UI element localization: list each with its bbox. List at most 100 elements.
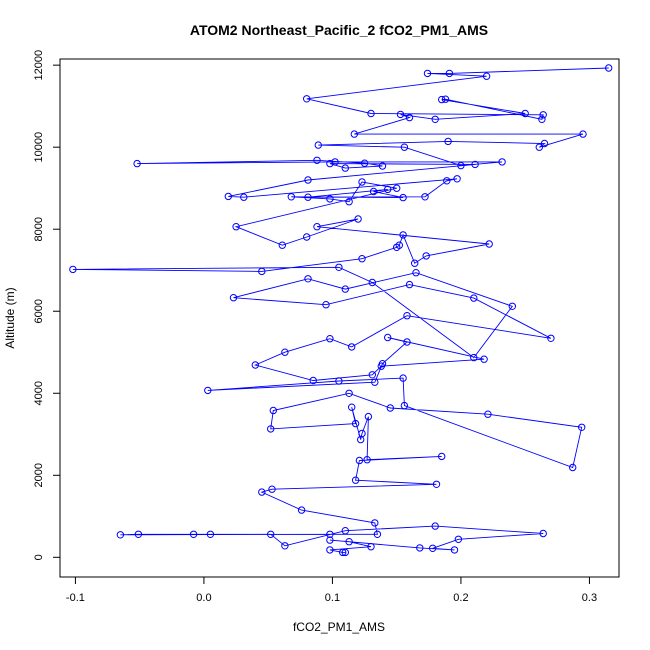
data-point (364, 412, 373, 421)
data-point (405, 280, 414, 289)
data-point (371, 378, 379, 386)
data-point (539, 111, 547, 119)
series-layer (69, 64, 613, 557)
data-point (421, 193, 429, 201)
data-point (357, 435, 365, 444)
data-point (331, 158, 339, 166)
data-point (368, 371, 376, 379)
data-point (369, 187, 378, 196)
x-tick-label: 0.2 (453, 592, 468, 604)
data-point (431, 115, 439, 124)
data-point (535, 143, 543, 151)
data-point (303, 233, 311, 241)
data-point (206, 530, 215, 538)
data-point (348, 403, 356, 411)
data-point (498, 158, 506, 166)
data-point (431, 522, 439, 530)
data-point (412, 269, 420, 277)
data-point (335, 377, 343, 385)
data-point (470, 353, 478, 362)
data-point (399, 193, 407, 202)
data-point (569, 463, 577, 472)
data-point (377, 362, 385, 370)
x-tick-label: 0.3 (582, 592, 597, 604)
data-point (339, 548, 347, 557)
data-point (405, 113, 414, 122)
data-point (432, 480, 441, 488)
data-point (297, 506, 306, 514)
data-point (454, 535, 463, 543)
data-point (393, 184, 401, 192)
data-point (229, 294, 238, 302)
data-point (399, 374, 407, 382)
data-point (384, 333, 392, 342)
x-tick-label: 0.1 (325, 592, 340, 604)
data-point (399, 231, 407, 239)
data-point (313, 223, 321, 231)
data-point (416, 544, 424, 552)
data-point (351, 419, 360, 428)
data-point (355, 456, 364, 465)
data-point (438, 95, 446, 104)
y-tick-label: 0 (33, 554, 45, 560)
data-point (371, 519, 379, 527)
data-point (422, 252, 430, 260)
data-point (341, 527, 349, 535)
data-point (341, 548, 349, 557)
data-point (304, 193, 312, 201)
data-point (400, 401, 409, 410)
data-point (224, 192, 233, 201)
data-point (429, 544, 437, 552)
data-point (578, 423, 586, 431)
data-point (351, 476, 360, 484)
data-point (281, 348, 289, 356)
data-point (313, 156, 321, 165)
data-point (278, 241, 286, 249)
data-point (403, 312, 411, 320)
data-point (281, 542, 289, 550)
x-tick-label: 0.0 (196, 592, 211, 604)
data-point (268, 485, 276, 493)
data-point (360, 159, 369, 167)
y-tick-label: 4000 (33, 381, 45, 405)
data-point (345, 538, 353, 546)
chart-title: ATOM2 Northeast_Pacific_2 fCO2_PM1_AMS (190, 22, 488, 38)
data-point (326, 335, 334, 343)
data-point (251, 361, 260, 369)
data-point (304, 275, 312, 283)
data-point (358, 255, 366, 263)
data-point (348, 343, 356, 351)
y-tick-label: 10000 (33, 132, 45, 163)
data-point (267, 425, 275, 433)
data-point (395, 241, 403, 249)
data-point (443, 177, 451, 185)
data-point (457, 161, 465, 170)
data-point (240, 193, 248, 201)
series-line (72, 67, 609, 553)
data-point (345, 389, 353, 397)
data-point (326, 546, 334, 554)
data-point (350, 130, 358, 138)
data-point (258, 267, 266, 276)
data-point (470, 294, 478, 302)
x-axis-label: fCO2_PM1_AMS (293, 620, 385, 634)
data-point (367, 109, 375, 118)
data-point (450, 546, 459, 554)
data-point (189, 530, 198, 538)
data-point (438, 452, 446, 461)
data-point (547, 334, 555, 342)
x-axis: -0.1 0.0 0.1 0.2 0.3 (66, 576, 597, 604)
data-point (400, 143, 409, 151)
data-point (269, 406, 277, 415)
data-point (335, 263, 343, 271)
data-point (579, 130, 587, 138)
data-point (326, 536, 334, 544)
data-point (540, 139, 549, 148)
data-point (485, 240, 493, 248)
data-point (386, 404, 394, 412)
data-point (423, 69, 432, 78)
data-point (363, 456, 371, 464)
data-point (314, 141, 322, 149)
data-point (341, 164, 349, 172)
data-point (378, 162, 387, 170)
